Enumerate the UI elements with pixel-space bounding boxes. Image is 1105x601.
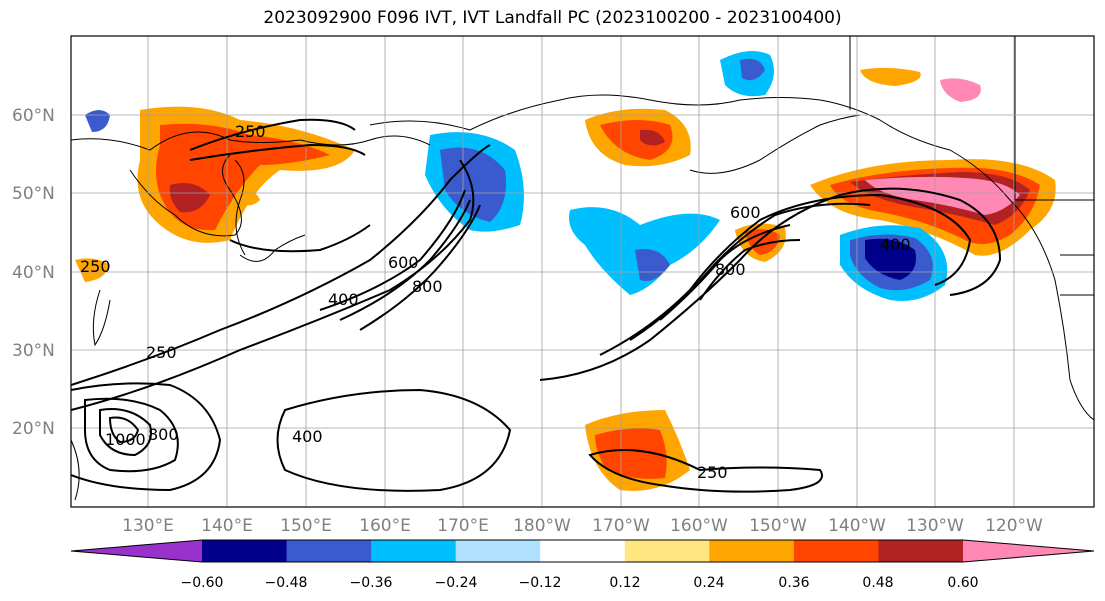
colorbar-segment (709, 540, 795, 562)
shade-midpacific-blue-dark (635, 249, 670, 281)
shade-okhotsk-core (169, 182, 210, 213)
lon-label: 170°W (592, 516, 650, 536)
colorbar-tick: 0.48 (862, 575, 893, 591)
shade-upper-orange (940, 78, 981, 102)
contour-label: 250 (80, 257, 111, 276)
coastlines (71, 36, 1094, 501)
colorbar-tick: 0.12 (609, 575, 640, 591)
colorbar-segment (793, 540, 879, 562)
lon-label: 150°W (749, 516, 807, 536)
lon-label: 120°W (985, 516, 1043, 536)
shade-150w-red (745, 229, 780, 255)
chart-title: 2023092900 F096 IVT, IVT Landfall PC (20… (263, 8, 842, 28)
ivt-contours (71, 118, 1002, 493)
colorbar-tick-labels: −0.60 −0.48 −0.36 −0.24 −0.12 0.12 0.24 … (181, 575, 979, 591)
lat-label: 40°N (12, 263, 55, 283)
lon-label: 130°W (906, 516, 964, 536)
colorbar-tick: −0.36 (350, 575, 393, 591)
contour-label: 400 (880, 235, 911, 254)
contour-label: 1000 (105, 430, 146, 449)
contour-label: 800 (715, 260, 746, 279)
longitude-labels: 130°E 140°E 150°E 160°E 170°E 180°W 170°… (122, 516, 1043, 536)
contour-label: 400 (292, 427, 323, 446)
shade-korea-orange (75, 258, 110, 282)
shade-arctic-orange (860, 67, 921, 86)
colorbar-segment (878, 540, 964, 562)
colorbar-tick: −0.24 (435, 575, 478, 591)
colorbar-segment (202, 540, 288, 562)
contour-label: 250 (235, 122, 266, 141)
colorbar-segment (371, 540, 457, 562)
contour-label: 600 (730, 203, 761, 222)
shade-west-pacific-orange (240, 189, 260, 206)
lon-label: 160°W (670, 516, 728, 536)
colorbar-extend-low (71, 540, 202, 562)
shade-bering-dark (440, 147, 506, 222)
contour-label: 250 (697, 463, 728, 482)
lon-label: 140°E (201, 516, 253, 536)
colorbar-segment (286, 540, 372, 562)
contour-label: 800 (148, 425, 179, 444)
colorbar-segment (455, 540, 541, 562)
latitude-labels: 60°N 50°N 40°N 30°N 20°N (12, 106, 55, 439)
contour-label: 800 (412, 277, 443, 296)
lat-label: 50°N (12, 184, 55, 204)
lat-label: 60°N (12, 106, 55, 126)
shade-alaska-inner (600, 120, 673, 160)
gridlines (71, 36, 1094, 507)
lon-label: 170°E (437, 516, 489, 536)
shade-west-blue (85, 110, 110, 132)
lon-label: 180°W (513, 516, 571, 536)
lon-label: 130°E (122, 516, 174, 536)
lon-label: 160°E (359, 516, 411, 536)
colorbar-segment (540, 540, 626, 562)
map-border (70, 35, 1095, 508)
shade-hawaii-inner (595, 428, 667, 479)
colorbar-tick: −0.60 (181, 575, 224, 591)
colorbar-tick: 0.36 (778, 575, 809, 591)
lon-label: 140°W (828, 516, 886, 536)
lat-label: 20°N (12, 419, 55, 439)
colorbar-tick: 0.24 (693, 575, 724, 591)
colorbar-extend-high (963, 540, 1094, 562)
colorbar (70, 539, 1095, 563)
lon-label: 150°E (280, 516, 332, 536)
contour-label: 600 (388, 253, 419, 272)
contour-label: 400 (328, 290, 359, 309)
colorbar-tick: −0.48 (265, 575, 308, 591)
shade-gulf-blue-dark (865, 238, 916, 280)
colorbar-outline (70, 539, 1095, 563)
lat-label: 30°N (12, 341, 55, 361)
colorbar-tick: 0.60 (947, 575, 978, 591)
shade-alaska-core (640, 129, 665, 146)
contour-label-group: 250 250 400 600 800 250 400 600 800 1000… (80, 122, 911, 482)
colorbar-tick: −0.12 (519, 575, 562, 591)
shading-layer (75, 51, 1056, 491)
contour-label: 250 (146, 343, 177, 362)
colorbar-segment (624, 540, 710, 562)
shade-ne-blue-dark (740, 58, 765, 81)
